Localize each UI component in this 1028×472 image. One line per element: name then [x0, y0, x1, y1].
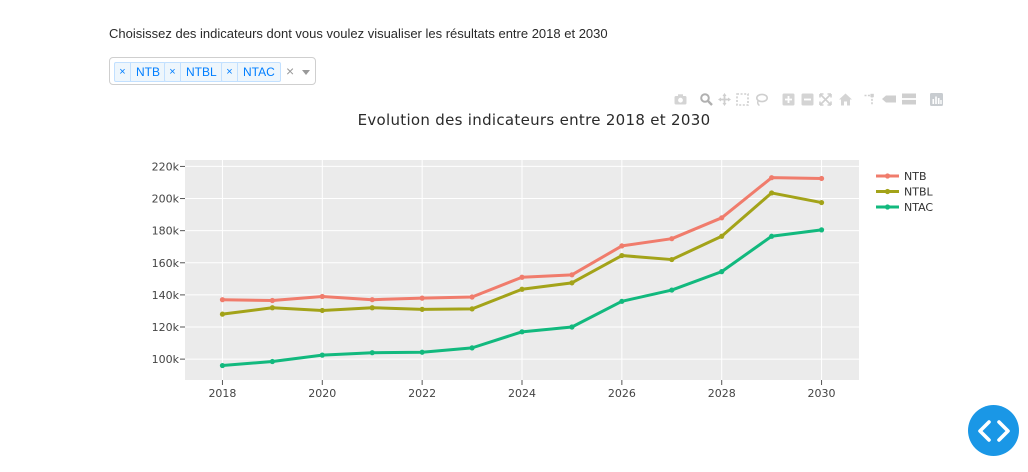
data-point[interactable]: [569, 272, 575, 278]
x-tick-label: 2024: [508, 387, 536, 400]
legend-item-ntbl[interactable]: NTBL: [876, 186, 933, 199]
data-point[interactable]: [669, 256, 675, 263]
legend-marker: [884, 188, 891, 195]
data-point[interactable]: [519, 329, 525, 335]
legend-label: NTBL: [904, 186, 933, 199]
data-point[interactable]: [369, 297, 375, 303]
x-tick-label: 2028: [708, 387, 736, 400]
zoom-out-icon[interactable]: [800, 92, 814, 106]
data-point[interactable]: [569, 280, 575, 286]
clear-all-icon[interactable]: ×: [286, 63, 295, 79]
plotly-logo-icon[interactable]: [929, 92, 943, 106]
remove-tag-ntbl-icon[interactable]: ×: [165, 63, 181, 81]
tag-ntb: × NTB: [114, 62, 166, 82]
data-point[interactable]: [269, 358, 275, 365]
data-point[interactable]: [319, 293, 325, 300]
camera-icon[interactable]: [673, 92, 687, 106]
data-point[interactable]: [469, 306, 475, 312]
y-tick-label: 200k: [152, 193, 180, 206]
legend: NTB NTBL NTAC: [876, 170, 933, 214]
spike-lines-icon[interactable]: [863, 92, 877, 106]
legend-marker: [884, 204, 891, 210]
data-point[interactable]: [569, 324, 575, 330]
zoom-icon[interactable]: [699, 92, 713, 106]
dropdown-arrow-icon[interactable]: [302, 70, 310, 75]
legend-marker: [884, 173, 891, 179]
y-tick-label: 120k: [152, 321, 180, 334]
axes: 2018 2020 2022 2024 2026 2028 2030 100k 120k 140k…: [152, 160, 836, 400]
data-point[interactable]: [619, 252, 625, 259]
data-point[interactable]: [719, 215, 725, 221]
autoscale-icon[interactable]: [818, 92, 832, 106]
data-point[interactable]: [269, 305, 275, 311]
data-point[interactable]: [219, 311, 226, 317]
data-point[interactable]: [319, 307, 325, 314]
x-tick-label: 2020: [308, 387, 336, 400]
series-ntb: [219, 175, 825, 304]
x-tick-label: 2022: [408, 387, 436, 400]
series-layer: [219, 175, 825, 369]
pan-icon[interactable]: [717, 92, 731, 106]
lasso-select-icon[interactable]: [754, 92, 768, 106]
data-point[interactable]: [469, 294, 475, 300]
y-tick-label: 220k: [152, 160, 180, 173]
y-tick-label: 100k: [152, 353, 180, 366]
data-point[interactable]: [519, 286, 525, 292]
chart-title: Evolution des indicateurs entre 2018 et …: [358, 111, 711, 129]
zoom-in-icon[interactable]: [781, 92, 795, 106]
data-point[interactable]: [619, 243, 625, 249]
data-point[interactable]: [419, 306, 425, 312]
data-point[interactable]: [419, 295, 425, 301]
reset-axes-icon[interactable]: [838, 92, 852, 106]
legend-item-ntac[interactable]: NTAC: [876, 201, 933, 214]
data-point[interactable]: [719, 233, 725, 239]
x-tick-label: 2018: [208, 387, 236, 400]
tag-ntbl-label: NTBL: [186, 65, 217, 79]
data-point[interactable]: [818, 175, 825, 182]
tag-ntac: × NTAC: [221, 62, 281, 82]
series-ntbl: [219, 190, 825, 317]
data-point[interactable]: [419, 349, 425, 355]
data-point[interactable]: [369, 350, 375, 356]
data-point[interactable]: [219, 362, 226, 369]
y-tick-label: 160k: [152, 257, 180, 270]
data-point[interactable]: [818, 227, 825, 233]
remove-tag-ntac-icon[interactable]: ×: [222, 63, 238, 81]
data-point[interactable]: [369, 305, 375, 311]
legend-item-ntb[interactable]: NTB: [876, 170, 927, 183]
legend-label: NTB: [904, 170, 927, 183]
data-point[interactable]: [219, 297, 226, 303]
remove-tag-ntb-icon[interactable]: ×: [115, 63, 131, 81]
indicator-multiselect[interactable]: × NTB × NTBL × NTAC ×: [109, 57, 316, 85]
tag-ntb-label: NTB: [136, 65, 160, 79]
data-point[interactable]: [669, 287, 675, 293]
legend-label: NTAC: [904, 201, 933, 214]
tag-ntac-label: NTAC: [243, 65, 275, 79]
data-point[interactable]: [769, 190, 775, 196]
data-point[interactable]: [319, 352, 325, 358]
indicator-prompt: Choisissez des indicateurs dont vous vou…: [109, 26, 608, 41]
hover-compare-icon[interactable]: [902, 92, 916, 106]
data-point[interactable]: [719, 269, 725, 275]
y-tick-label: 140k: [152, 289, 180, 302]
x-tick-label: 2030: [808, 387, 836, 400]
data-point[interactable]: [519, 274, 525, 280]
data-point[interactable]: [469, 345, 475, 351]
data-point[interactable]: [669, 236, 675, 242]
code-icon: [977, 419, 1010, 442]
series-ntac: [219, 227, 825, 369]
data-point[interactable]: [769, 175, 775, 181]
data-point[interactable]: [269, 297, 275, 304]
y-tick-label: 180k: [152, 225, 180, 238]
x-tick-label: 2026: [608, 387, 636, 400]
code-toggle-button[interactable]: [968, 405, 1019, 456]
data-point[interactable]: [818, 199, 825, 206]
data-point[interactable]: [619, 298, 625, 304]
chart-modebar: [670, 90, 950, 108]
data-point[interactable]: [769, 233, 775, 239]
hover-closest-icon[interactable]: [882, 92, 896, 106]
box-select-icon[interactable]: [735, 92, 749, 106]
